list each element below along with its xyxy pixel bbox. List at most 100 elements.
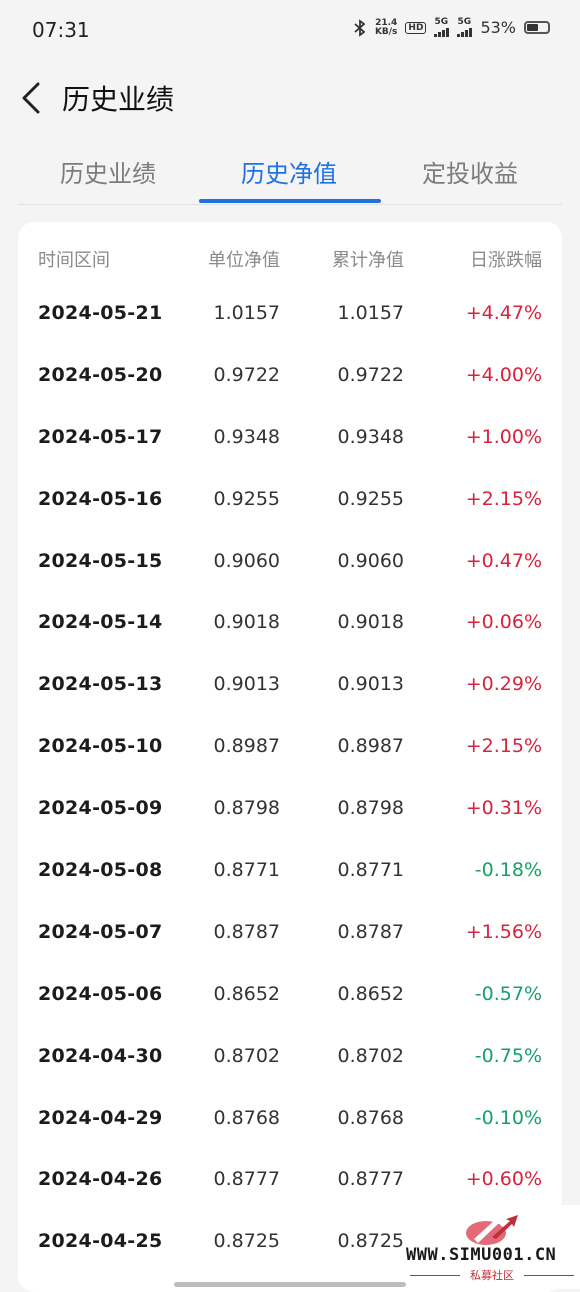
home-indicator[interactable]	[174, 1282, 406, 1287]
table-row: 2024-05-06 0.8652 0.8652 -0.57%	[18, 963, 562, 1025]
table-row: 2024-05-21 1.0157 1.0157 +4.47%	[18, 282, 562, 344]
table-row: 2024-05-13 0.9013 0.9013 +0.29%	[18, 653, 562, 715]
col-unit-nav-header: 单位净值	[208, 250, 280, 271]
row-acc-nav: 0.8725	[337, 1230, 404, 1253]
page-title: 历史业绩	[62, 83, 175, 116]
row-acc-nav: 0.9060	[337, 549, 404, 572]
row-acc-nav: 0.9348	[337, 425, 404, 448]
table-row: 2024-05-14 0.9018 0.9018 +0.06%	[18, 591, 562, 653]
row-date: 2024-05-17	[38, 425, 163, 448]
watermark-subtitle: 私募社区	[470, 1269, 514, 1282]
signal-2-label: 5G	[457, 17, 472, 27]
watermark-site: WWW.SIMU001.CN	[406, 1245, 557, 1265]
row-change: -0.18%	[474, 859, 542, 882]
table-row: 2024-04-25 0.8725 0.8725	[18, 1210, 562, 1272]
row-date: 2024-05-07	[38, 920, 163, 943]
row-change: -0.57%	[474, 982, 542, 1005]
row-date: 2024-05-15	[38, 549, 163, 572]
row-unit-nav: 0.9060	[213, 549, 280, 572]
row-date: 2024-05-08	[38, 859, 163, 882]
row-change: -0.10%	[474, 1106, 542, 1129]
watermark-logo-icon	[466, 1213, 518, 1245]
row-acc-nav: 0.9255	[337, 487, 404, 510]
status-bar: 07:31 21.4 KB/s HD 5G 5G 53%	[0, 0, 580, 62]
row-change: +0.47%	[465, 549, 542, 572]
row-date: 2024-05-20	[38, 363, 163, 386]
watermark: WWW.SIMU001.CN 私募社区	[404, 1205, 580, 1289]
table-row: 2024-05-16 0.9255 0.9255 +2.15%	[18, 468, 562, 530]
row-date: 2024-05-10	[38, 735, 163, 758]
row-date: 2024-05-06	[38, 982, 163, 1005]
row-unit-nav: 0.8725	[213, 1230, 280, 1253]
row-date: 2024-04-25	[38, 1230, 163, 1253]
table-row: 2024-05-07 0.8787 0.8787 +1.56%	[18, 901, 562, 963]
active-tab-indicator	[199, 199, 381, 203]
row-date: 2024-04-29	[38, 1106, 163, 1129]
back-arrow-icon[interactable]	[18, 80, 46, 116]
status-time: 07:31	[32, 18, 90, 42]
table-row: 2024-05-15 0.9060 0.9060 +0.47%	[18, 530, 562, 592]
table-row: 2024-05-20 0.9722 0.9722 +4.00%	[18, 344, 562, 406]
row-acc-nav: 1.0157	[337, 302, 404, 324]
row-unit-nav: 0.8652	[213, 982, 280, 1005]
row-date: 2024-05-14	[38, 611, 163, 634]
row-acc-nav: 0.8771	[337, 859, 404, 882]
tab-history-performance[interactable]: 历史业绩	[60, 160, 156, 188]
col-date-header: 时间区间	[38, 250, 110, 271]
row-date: 2024-04-26	[38, 1168, 163, 1191]
signal-bars-icon	[457, 27, 473, 37]
tab-sip-returns[interactable]: 定投收益	[422, 160, 518, 188]
row-acc-nav: 0.9722	[337, 363, 404, 386]
tab-bar: 历史业绩 历史净值 定投收益	[18, 142, 562, 205]
row-acc-nav: 0.8702	[337, 1044, 404, 1067]
row-change: -0.75%	[474, 1044, 542, 1067]
row-change: +0.60%	[465, 1168, 542, 1191]
table-body[interactable]: 2024-05-21 1.0157 1.0157 +4.47% 2024-05-20 0.…	[18, 282, 562, 1272]
signal-bars-icon	[434, 27, 450, 37]
nav-table-card: 时间区间 单位净值 累计净值 日涨跌幅 2024-05-21 1.0157 1.01…	[18, 222, 562, 1292]
row-unit-nav: 0.8787	[213, 920, 280, 943]
row-unit-nav: 0.9013	[213, 673, 280, 696]
signal-1: 5G	[434, 18, 450, 37]
table-row: 2024-04-26 0.8777 0.8777 +0.60%	[18, 1148, 562, 1210]
row-acc-nav: 0.8768	[337, 1106, 404, 1129]
bluetooth-icon	[354, 18, 366, 37]
row-acc-nav: 0.8777	[337, 1168, 404, 1191]
row-unit-nav: 0.9255	[213, 487, 280, 510]
row-unit-nav: 0.9722	[213, 363, 280, 386]
row-unit-nav: 0.8987	[213, 735, 280, 758]
row-date: 2024-05-21	[38, 302, 163, 324]
row-acc-nav: 0.8987	[337, 735, 404, 758]
row-date: 2024-05-13	[38, 673, 163, 696]
row-acc-nav: 0.8787	[337, 920, 404, 943]
row-acc-nav: 0.8652	[337, 982, 404, 1005]
row-change: +4.00%	[465, 363, 542, 386]
tab-history-nav[interactable]: 历史净值	[241, 160, 337, 188]
row-acc-nav: 0.9013	[337, 673, 404, 696]
row-acc-nav: 0.9018	[337, 611, 404, 634]
table-header: 时间区间 单位净值 累计净值 日涨跌幅	[18, 246, 562, 276]
row-unit-nav: 0.8768	[213, 1106, 280, 1129]
row-unit-nav: 0.9018	[213, 611, 280, 634]
page-header: 历史业绩	[0, 62, 580, 132]
row-date: 2024-05-09	[38, 797, 163, 820]
row-change: +1.56%	[465, 920, 542, 943]
row-change: +0.06%	[465, 611, 542, 634]
table-row: 2024-05-10 0.8987 0.8987 +2.15%	[18, 715, 562, 777]
net-speed-value: 21.4	[375, 17, 398, 28]
row-change: +0.31%	[465, 797, 542, 820]
table-row: 2024-05-17 0.9348 0.9348 +1.00%	[18, 406, 562, 468]
row-change: +0.29%	[465, 673, 542, 696]
row-unit-nav: 1.0157	[213, 302, 280, 324]
signal-2: 5G	[457, 17, 473, 37]
battery-icon	[524, 21, 550, 34]
table-row: 2024-05-09 0.8798 0.8798 +0.31%	[18, 777, 562, 839]
row-change: +4.47%	[465, 302, 542, 324]
status-icons: 21.4 KB/s HD 5G 5G 53%	[353, 18, 550, 37]
col-acc-nav-header: 累计净值	[332, 250, 404, 271]
table-row: 2024-04-29 0.8768 0.8768 -0.10%	[18, 1087, 562, 1149]
table-row: 2024-05-08 0.8771 0.8771 -0.18%	[18, 839, 562, 901]
battery-percent: 53%	[480, 18, 516, 37]
hd-icon: HD	[405, 21, 427, 34]
row-unit-nav: 0.8771	[213, 859, 280, 882]
